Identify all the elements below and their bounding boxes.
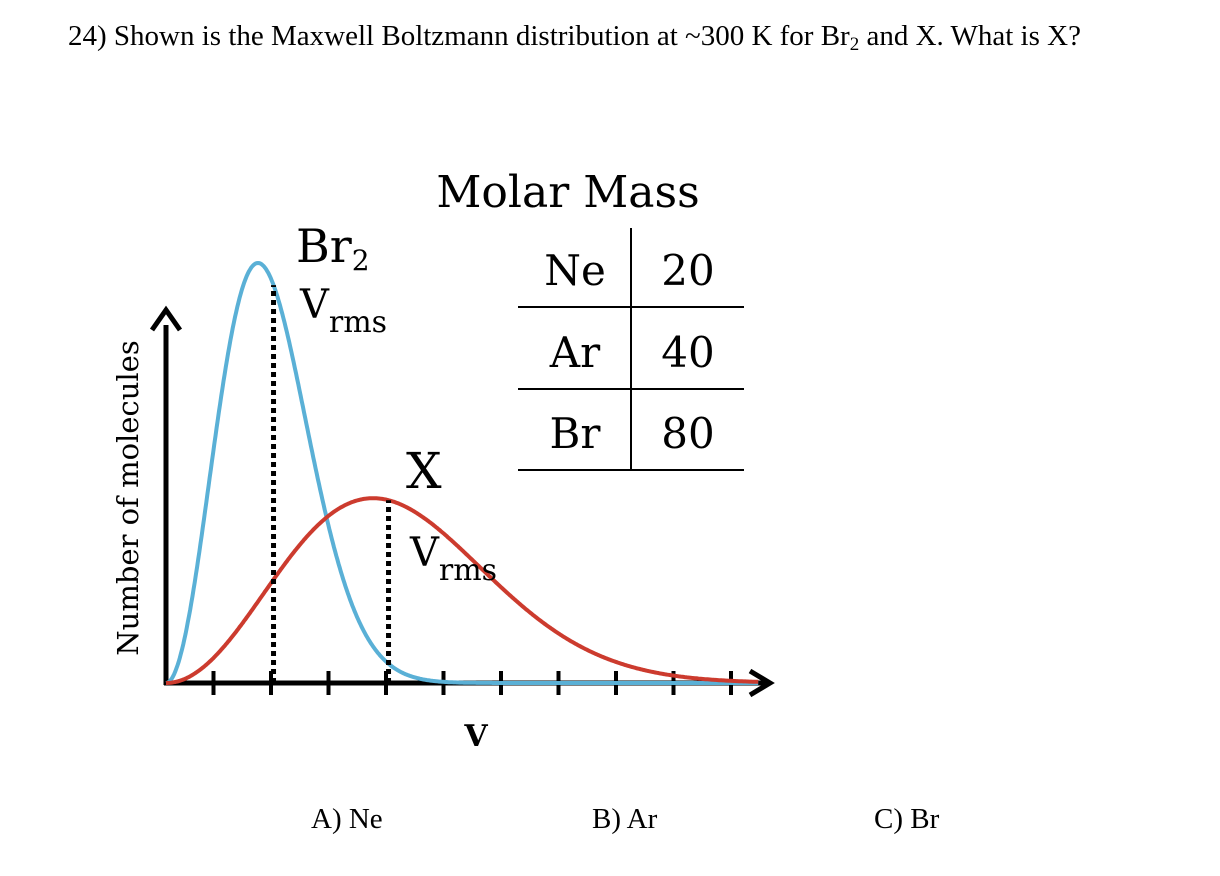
question-text-after: and X. What is X? bbox=[859, 20, 1081, 52]
x-vrms-label: Vrms bbox=[409, 530, 497, 588]
answer-choice-a: A) Ne bbox=[311, 803, 383, 835]
curve-br2 bbox=[165, 260, 759, 685]
table-cell-mass: 40 bbox=[661, 328, 714, 377]
curve-x bbox=[166, 496, 759, 685]
question-text: 24) Shown is the Maxwell Boltzmann distr… bbox=[68, 20, 1081, 55]
question-number: 24) bbox=[68, 20, 107, 52]
y-axis-label: Number of molecules bbox=[111, 340, 145, 655]
br2-vrms-label: Vrms bbox=[299, 282, 387, 340]
x-series-label: X bbox=[406, 442, 442, 500]
x-axis-label: V bbox=[463, 719, 488, 754]
table-cell-element: Ne bbox=[544, 246, 606, 295]
table-cell-element: Ar bbox=[549, 328, 601, 377]
x-axis-arrowhead bbox=[748, 668, 775, 698]
table-cell-mass: 80 bbox=[661, 409, 714, 458]
question-text-before: Shown is the Maxwell Boltzmann distribut… bbox=[113, 20, 850, 52]
y-axis-arrowhead bbox=[149, 305, 183, 332]
answer-choice-b: B) Ar bbox=[592, 803, 658, 835]
table-cell-element: Br bbox=[550, 409, 602, 458]
question-subscript: 2 bbox=[849, 34, 860, 55]
table-cell-mass: 20 bbox=[661, 246, 714, 295]
answer-choice-c: C) Br bbox=[874, 803, 940, 835]
table-title: Molar Mass bbox=[436, 167, 699, 218]
br2-label: Br2 bbox=[296, 219, 370, 277]
